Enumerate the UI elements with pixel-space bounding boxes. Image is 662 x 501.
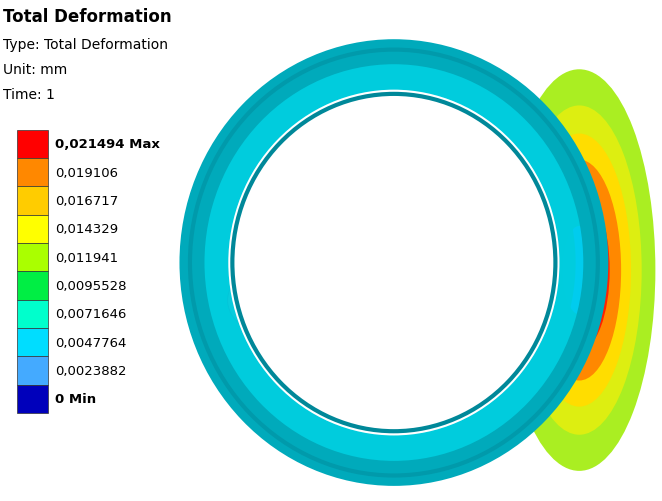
Bar (17, 329, 48, 357)
Ellipse shape (228, 91, 559, 435)
Ellipse shape (295, 165, 473, 351)
Ellipse shape (517, 106, 641, 435)
Ellipse shape (328, 199, 440, 317)
Bar (17, 385, 48, 413)
Text: Type: Total Deformation: Type: Total Deformation (3, 38, 168, 52)
Ellipse shape (182, 48, 586, 468)
Ellipse shape (315, 181, 473, 345)
Text: 0 Min: 0 Min (55, 393, 96, 406)
Bar (17, 158, 48, 187)
Ellipse shape (198, 65, 570, 451)
Text: 0,0071646: 0,0071646 (55, 308, 126, 321)
Bar (17, 272, 48, 300)
Bar (17, 215, 48, 243)
Text: 0,0095528: 0,0095528 (55, 280, 126, 293)
Ellipse shape (228, 271, 308, 336)
Ellipse shape (236, 99, 551, 427)
Ellipse shape (563, 226, 596, 315)
Ellipse shape (228, 91, 559, 435)
Ellipse shape (346, 97, 416, 209)
Text: 0,0047764: 0,0047764 (55, 336, 126, 349)
Text: 0,021494 Max: 0,021494 Max (55, 138, 160, 151)
Ellipse shape (247, 115, 521, 401)
Ellipse shape (263, 132, 505, 384)
Ellipse shape (214, 81, 553, 435)
Ellipse shape (328, 194, 459, 332)
Bar (17, 300, 48, 329)
Text: 0,019106: 0,019106 (55, 166, 118, 179)
Ellipse shape (192, 53, 596, 473)
Ellipse shape (240, 181, 322, 245)
Ellipse shape (538, 160, 621, 381)
Ellipse shape (250, 113, 538, 413)
Bar (17, 243, 48, 272)
Ellipse shape (468, 251, 545, 315)
Ellipse shape (296, 310, 359, 416)
Bar (17, 130, 48, 158)
Ellipse shape (263, 126, 525, 400)
Ellipse shape (212, 74, 576, 452)
Ellipse shape (311, 182, 457, 334)
Ellipse shape (279, 149, 489, 367)
Bar (17, 187, 48, 215)
Text: 0,0023882: 0,0023882 (55, 364, 126, 377)
Ellipse shape (317, 183, 471, 343)
Ellipse shape (350, 217, 438, 309)
Ellipse shape (230, 98, 538, 418)
Text: Total Deformation: Total Deformation (3, 8, 172, 26)
Text: 0,016717: 0,016717 (55, 194, 118, 207)
Bar (17, 357, 48, 385)
Text: Time: 1: Time: 1 (3, 88, 55, 102)
Text: 0,014329: 0,014329 (55, 223, 118, 236)
Text: 0,011941: 0,011941 (55, 251, 118, 264)
Ellipse shape (289, 154, 499, 372)
Ellipse shape (549, 190, 610, 351)
Ellipse shape (413, 304, 481, 403)
Ellipse shape (503, 70, 655, 471)
Ellipse shape (426, 144, 495, 231)
Text: Unit: mm: Unit: mm (3, 63, 68, 77)
Ellipse shape (276, 140, 512, 386)
Ellipse shape (302, 167, 486, 359)
Ellipse shape (528, 134, 631, 407)
